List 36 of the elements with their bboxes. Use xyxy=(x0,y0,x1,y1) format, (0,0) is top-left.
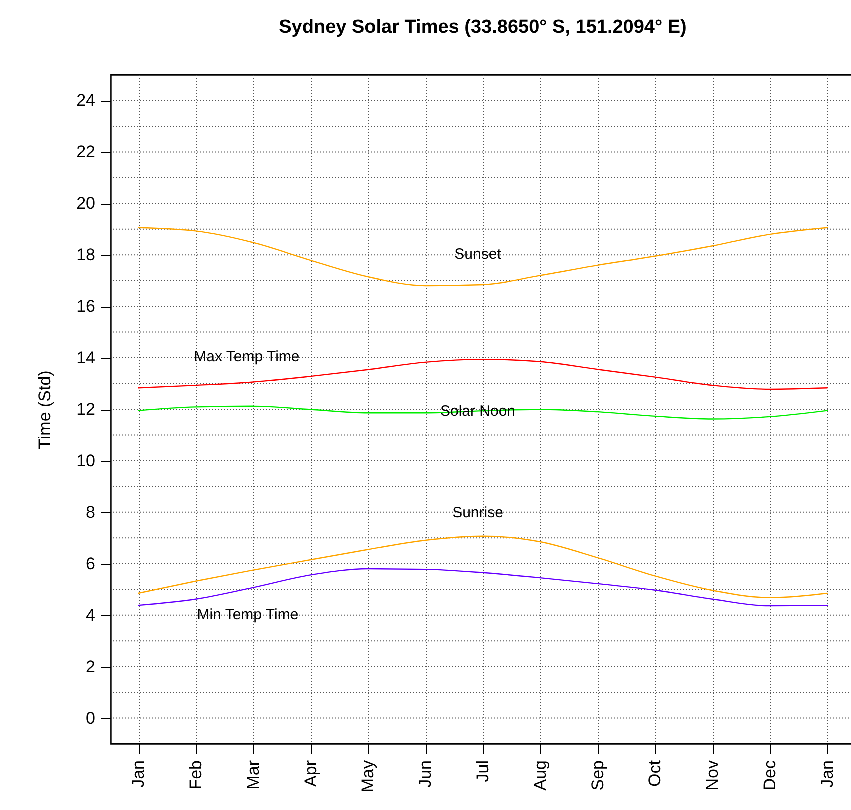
y-tick-label: 2 xyxy=(86,657,96,676)
y-tick-label: 18 xyxy=(76,246,96,265)
y-tick-label: 14 xyxy=(76,348,96,368)
y-tick-label: 6 xyxy=(86,554,96,574)
series-label: Sunrise xyxy=(452,504,504,522)
y-axis-title: Time (Std) xyxy=(36,370,55,450)
line-series xyxy=(138,406,828,420)
y-tick-label: 20 xyxy=(76,194,96,214)
series-label: Sunset xyxy=(454,246,502,263)
y-tick-label: 12 xyxy=(76,400,96,419)
y-tick-label: 0 xyxy=(86,708,96,728)
x-tick-label: Jun xyxy=(416,760,436,788)
x-tick-label: Mar xyxy=(244,760,263,790)
chart-title: Sydney Solar Times (33.8650° S, 151.2094° E) xyxy=(279,17,687,38)
x-tick-label: Dec xyxy=(760,760,780,791)
y-tick-label: 22 xyxy=(76,142,96,162)
x-tick-label: Nov xyxy=(703,760,722,791)
x-tick-label: Apr xyxy=(301,760,320,787)
y-tick-label: 10 xyxy=(76,451,96,470)
y-tick-label: 16 xyxy=(76,297,96,316)
series-label: Min Temp Time xyxy=(197,606,299,624)
x-tick-label: Oct xyxy=(646,760,665,787)
line-series xyxy=(138,568,828,607)
y-tick-label: 8 xyxy=(86,502,96,522)
x-tick-label: May xyxy=(358,760,378,793)
x-tick-label: Feb xyxy=(186,760,206,790)
x-tick-label: Jul xyxy=(474,760,492,782)
line-series xyxy=(138,536,828,598)
y-tick-label: 24 xyxy=(76,91,96,110)
line-series xyxy=(138,227,828,287)
x-tick-label: Aug xyxy=(530,760,550,791)
series-label: Max Temp Time xyxy=(194,348,300,366)
y-tick-label: 4 xyxy=(86,606,96,625)
x-tick-label: Jan xyxy=(129,760,148,788)
x-tick-label: Sep xyxy=(588,760,608,791)
x-tick-label: Jan xyxy=(818,760,837,788)
